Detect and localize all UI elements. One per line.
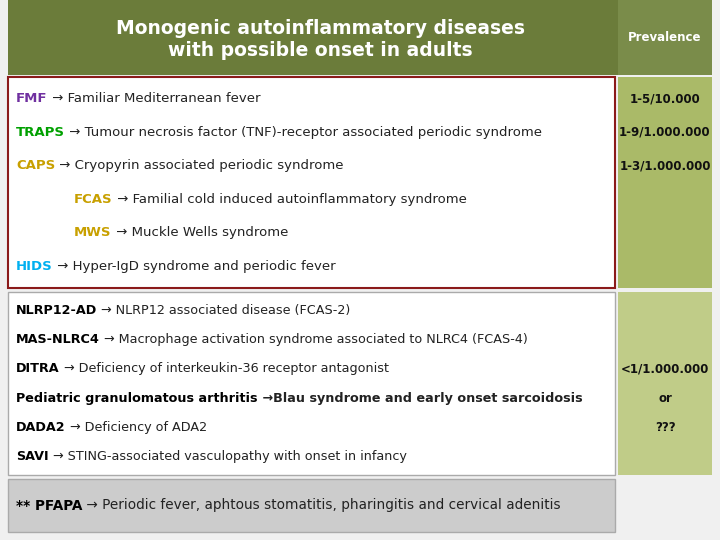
Text: → Familial cold induced autoinflammatory syndrome: → Familial cold induced autoinflammatory… [112, 193, 467, 206]
Text: FMF: FMF [16, 92, 48, 105]
Text: → Cryopyrin associated periodic syndrome: → Cryopyrin associated periodic syndrome [55, 159, 343, 172]
Text: SAVI: SAVI [16, 450, 49, 463]
Text: → Deficiency of interkeukin-36 receptor antagonist: → Deficiency of interkeukin-36 receptor … [60, 362, 389, 375]
Text: → Macrophage activation syndrome associated to NLRC4 (FCAS-4): → Macrophage activation syndrome associa… [100, 333, 528, 347]
Text: 1-5/10.000: 1-5/10.000 [629, 92, 701, 105]
Text: → Muckle Wells syndrome: → Muckle Wells syndrome [112, 226, 288, 239]
Text: HIDS: HIDS [16, 260, 53, 273]
Text: MWS: MWS [74, 226, 112, 239]
Text: →Blau syndrome and early onset sarcoidosis: →Blau syndrome and early onset sarcoidos… [258, 392, 582, 404]
Text: → Deficiency of ADA2: → Deficiency of ADA2 [66, 421, 207, 434]
Text: 1-9/1.000.000: 1-9/1.000.000 [619, 126, 711, 139]
Text: DITRA: DITRA [16, 362, 60, 375]
Bar [618, 292, 712, 475]
Text: ** PFAPA: ** PFAPA [16, 498, 82, 512]
Text: DADA2: DADA2 [16, 421, 66, 434]
Text: TRAPS: TRAPS [16, 126, 65, 139]
Bar [618, 0, 712, 75]
Text: CAPS: CAPS [16, 159, 55, 172]
Text: Monogenic autoinflammatory diseases: Monogenic autoinflammatory diseases [115, 19, 524, 38]
Text: Prevalence: Prevalence [629, 31, 702, 44]
Text: ???: ??? [654, 421, 675, 434]
Bar [8, 292, 615, 475]
Text: 1-3/1.000.000: 1-3/1.000.000 [619, 159, 711, 172]
Text: FCAS: FCAS [74, 193, 112, 206]
Bar [8, 479, 615, 532]
Text: <1/1.000.000: <1/1.000.000 [621, 362, 709, 375]
Bar [618, 77, 712, 288]
Text: → NLRP12 associated disease (FCAS-2): → NLRP12 associated disease (FCAS-2) [97, 305, 351, 318]
Bar [8, 0, 712, 75]
Text: → Periodic fever, aphtous stomatitis, pharingitis and cervical adenitis: → Periodic fever, aphtous stomatitis, ph… [82, 498, 561, 512]
Text: → Tumour necrosis factor (TNF)-receptor associated periodic syndrome: → Tumour necrosis factor (TNF)-receptor … [65, 126, 542, 139]
Text: NLRP12-AD: NLRP12-AD [16, 305, 97, 318]
Text: → Hyper-IgD syndrome and periodic fever: → Hyper-IgD syndrome and periodic fever [53, 260, 336, 273]
Text: → Familiar Mediterranean fever: → Familiar Mediterranean fever [48, 92, 260, 105]
Text: with possible onset in adults: with possible onset in adults [168, 40, 472, 60]
Text: or: or [658, 392, 672, 404]
Text: Pediatric granulomatous arthritis: Pediatric granulomatous arthritis [16, 392, 258, 404]
Bar [8, 77, 615, 288]
Text: → STING-associated vasculopathy with onset in infancy: → STING-associated vasculopathy with ons… [49, 450, 407, 463]
Text: MAS-NLRC4: MAS-NLRC4 [16, 333, 100, 347]
